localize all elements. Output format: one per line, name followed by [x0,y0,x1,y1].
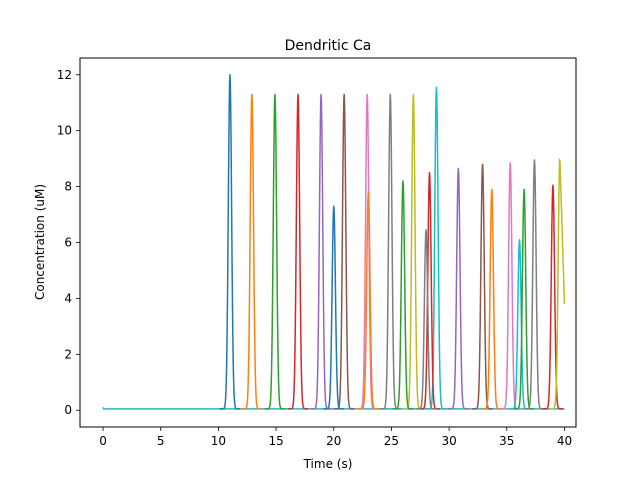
peak-trace-21 [523,159,546,410]
x-axis-ticks: 0 5 10 15 20 25 30 35 40 [99,427,572,448]
peak-trace-18 [481,188,503,410]
x-tick-label: 10 [211,434,226,448]
peak-trace-20 [513,188,535,410]
y-tick-label: 0 [64,403,72,417]
peak-trace-12 [392,180,414,410]
y-axis-label: Concentration (uM) [33,184,47,300]
peak-trace-9 [425,86,448,410]
peak-trace-17 [415,229,437,410]
peak-trace-3 [287,93,309,410]
x-tick-label: 35 [499,434,514,448]
chart-title: Dendritic Ca [285,38,372,54]
x-tick-label: 5 [157,434,165,448]
x-tick-label: 40 [557,434,572,448]
y-tick-label: 8 [64,180,72,194]
peak-trace-14 [447,167,470,410]
x-tick-label: 25 [384,434,399,448]
series-layer [102,74,566,410]
y-tick-label: 4 [64,291,72,305]
x-tick-label: 30 [441,434,456,448]
y-tick-label: 12 [57,68,72,82]
plot-area [102,74,566,410]
peak-trace-10 [322,205,345,410]
peak-trace-1 [241,93,263,410]
peak-trace-5 [333,93,355,410]
x-axis-label: Time (s) [303,457,353,471]
y-tick-label: 6 [64,236,72,250]
tail-trace [549,157,566,410]
peak-trace-11 [357,191,380,410]
x-tick-label: 20 [326,434,341,448]
peak-trace-15 [471,163,494,410]
peak-trace-22 [542,184,564,410]
x-tick-label: 15 [268,434,283,448]
x-tick-label: 0 [99,434,107,448]
y-axis-ticks: 0 2 4 6 8 10 12 [57,68,80,417]
peak-trace-2 [264,93,286,410]
peak-trace-0 [219,74,241,410]
y-tick-label: 10 [57,124,72,138]
y-tick-label: 2 [64,347,72,361]
